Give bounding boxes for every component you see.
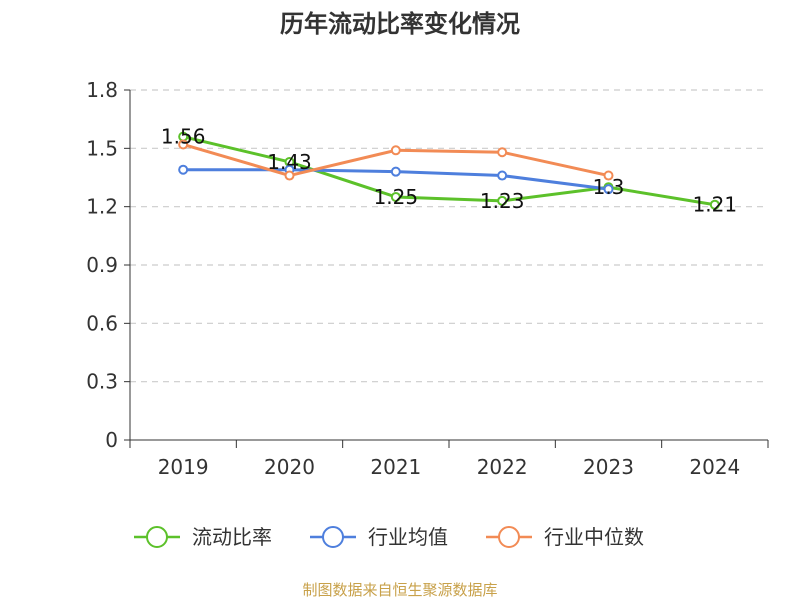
- data-label: 1.25: [374, 185, 419, 209]
- x-tick-label: 2020: [264, 455, 315, 479]
- data-label: 1.56: [161, 125, 206, 149]
- series-1-point[interactable]: [497, 170, 508, 181]
- series-0-point[interactable]: [497, 195, 508, 206]
- y-tick-label: 0: [105, 428, 118, 452]
- legend-item-1[interactable]: 行业均值: [310, 525, 448, 549]
- series-2-point[interactable]: [603, 170, 614, 181]
- data-labels: 1.56 1.43 1.25 1.23 1.3 1.21: [161, 125, 737, 217]
- series-line-0: [182, 135, 716, 207]
- y-axis-ticks: 0 0.3 0.6 0.9 1.2 1.5 1.8: [86, 78, 118, 452]
- legend-item-2[interactable]: 行业中位数: [486, 525, 644, 549]
- y-tick-label: 1.2: [86, 195, 118, 219]
- series-2-point[interactable]: [497, 147, 508, 158]
- data-label: 1.23: [480, 189, 525, 213]
- y-tick-label: 0.3: [86, 370, 118, 394]
- legend-item-0[interactable]: 流动比率: [134, 525, 272, 549]
- data-label: 1.21: [693, 193, 738, 217]
- data-label: 1.43: [267, 150, 312, 174]
- series-2-point[interactable]: [178, 139, 189, 150]
- legend[interactable]: 流动比率 行业均值 行业中位数: [134, 525, 644, 549]
- series-2-point[interactable]: [390, 145, 401, 156]
- grid-lines: [130, 89, 768, 383]
- x-axis-ticks: 2019 2020 2021 2022 2023 2024: [158, 455, 741, 479]
- axes: [124, 89, 769, 448]
- legend-label: 行业均值: [368, 525, 448, 549]
- series-1-point[interactable]: [390, 166, 401, 177]
- series-1-point[interactable]: [603, 184, 614, 195]
- legend-marker: [146, 526, 168, 548]
- legend-marker: [322, 526, 344, 548]
- series-0-point[interactable]: [709, 199, 720, 210]
- chart-title: 历年流动比率变化情况: [280, 10, 520, 38]
- y-tick-label: 1.8: [86, 78, 118, 102]
- legend-label: 行业中位数: [544, 525, 644, 549]
- x-tick-label: 2024: [689, 455, 740, 479]
- y-tick-label: 1.5: [86, 136, 118, 160]
- series-points: [178, 131, 720, 210]
- legend-label: 流动比率: [192, 525, 272, 549]
- y-tick-label: 0.9: [86, 253, 118, 277]
- series-1-point[interactable]: [178, 164, 189, 175]
- x-tick-label: 2023: [583, 455, 634, 479]
- series-2-point[interactable]: [284, 170, 295, 181]
- x-tick-label: 2022: [477, 455, 528, 479]
- legend-marker: [498, 526, 520, 548]
- x-tick-label: 2019: [158, 455, 209, 479]
- data-label: 1.3: [593, 175, 625, 199]
- series-lines: [182, 135, 716, 207]
- x-tick-label: 2021: [370, 455, 421, 479]
- source-footer: 制图数据来自恒生聚源数据库: [302, 581, 497, 599]
- series-0-point[interactable]: [390, 191, 401, 202]
- y-tick-label: 0.6: [86, 311, 118, 335]
